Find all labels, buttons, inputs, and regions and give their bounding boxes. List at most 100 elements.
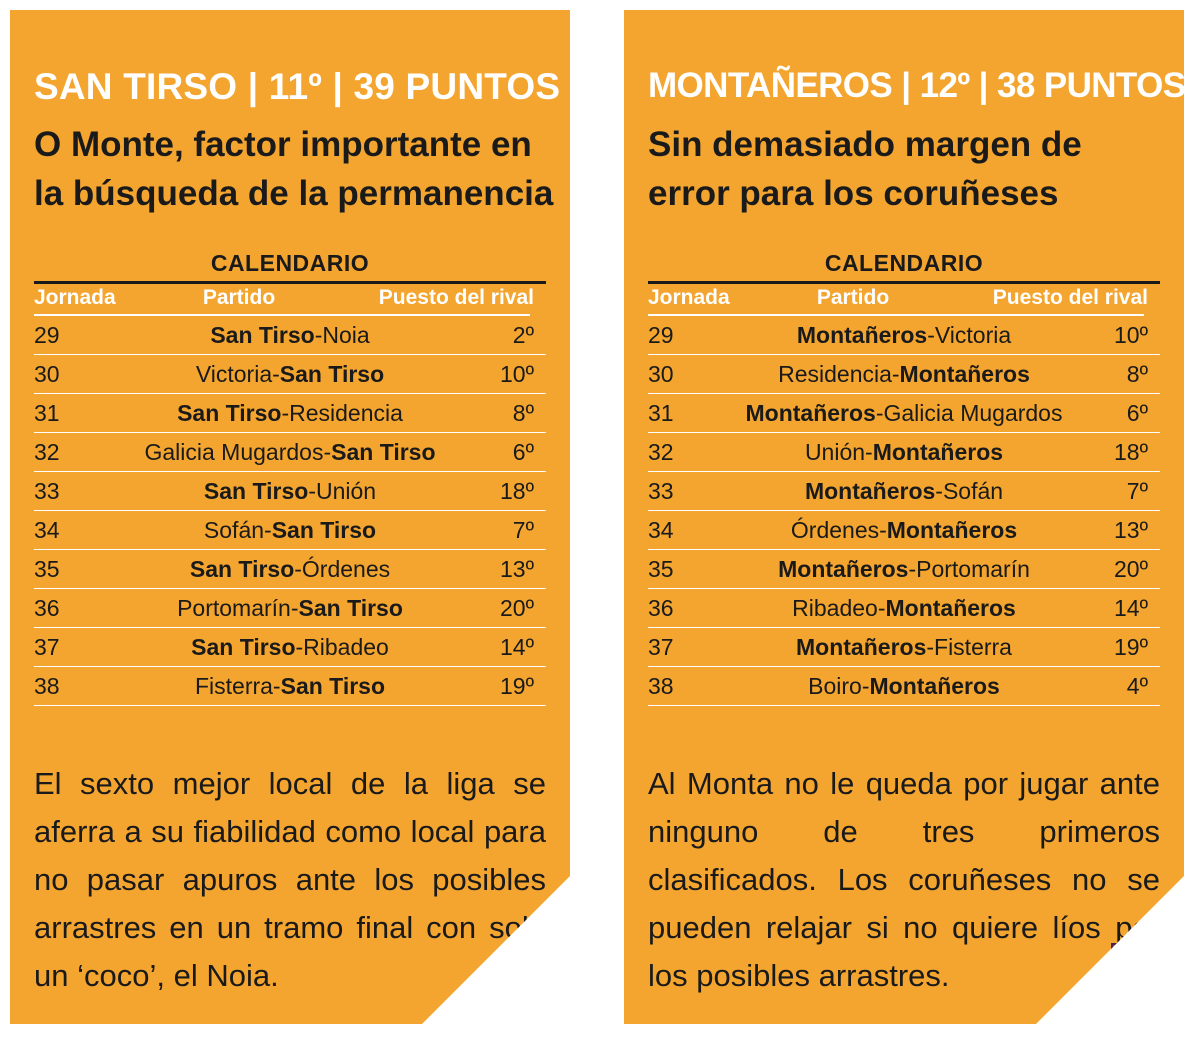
- crest-label: Atlético Coruña: [1116, 951, 1172, 960]
- cell-jornada: 30: [648, 361, 674, 387]
- cell-rival: 13º: [500, 556, 534, 582]
- header-divider: [34, 314, 530, 316]
- cell-partido: Boiro-Montañeros: [648, 667, 1160, 705]
- cell-jornada: 31: [648, 400, 674, 426]
- table-row: 29 Montañeros-Victoria 10º: [648, 316, 1160, 355]
- cell-jornada: 36: [34, 595, 60, 621]
- match-team: Montañeros: [796, 322, 928, 348]
- cell-partido: Montañeros-Sofán: [648, 472, 1160, 510]
- col-rival: Puesto del rival: [378, 286, 534, 309]
- match-team: Montañeros: [745, 400, 876, 426]
- table-row: 35 Montañeros-Portomarín 20º: [648, 550, 1160, 589]
- team-heading: MONTAÑEROS | 12º | 38 PUNTOS: [648, 66, 1186, 105]
- cell-jornada: 29: [34, 322, 60, 348]
- cell-rival: 19º: [500, 673, 534, 699]
- cell-partido: Residencia-Montañeros: [648, 355, 1160, 393]
- cell-jornada: 32: [34, 439, 60, 465]
- cell-partido: Órdenes-Montañeros: [648, 511, 1160, 549]
- match-opponent-before: Portomarín-: [177, 595, 299, 621]
- match-team: San Tirso: [210, 322, 315, 348]
- table-row: 30 Victoria-San Tirso 10º: [34, 355, 546, 394]
- table-row: 33 Montañeros-Sofán 7º: [648, 472, 1160, 511]
- table-row: 31 Montañeros-Galicia Mugardos 6º: [648, 394, 1160, 433]
- cell-partido: Sofán-San Tirso: [34, 511, 546, 549]
- match-opponent-after: -Galicia Mugardos: [875, 400, 1063, 426]
- match-opponent-after: -Ribadeo: [295, 634, 389, 660]
- cell-rival: 18º: [500, 478, 534, 504]
- cell-jornada: 34: [648, 517, 674, 543]
- table-row: 31 San Tirso-Residencia 8º: [34, 394, 546, 433]
- atletico-coruna-crest-icon: Atlético Coruña: [1111, 943, 1177, 1022]
- cell-partido: Portomarín-San Tirso: [34, 589, 546, 627]
- col-rival: Puesto del rival: [992, 286, 1148, 309]
- match-opponent-before: Victoria-: [195, 361, 280, 387]
- cell-rival: 10º: [1114, 322, 1148, 348]
- col-partido: Partido: [816, 286, 890, 309]
- cell-partido: Montañeros-Victoria: [648, 316, 1160, 354]
- cell-jornada: 38: [34, 673, 60, 699]
- table-row: 34 Sofán-San Tirso 7º: [34, 511, 546, 550]
- cell-rival: 7º: [1126, 478, 1148, 504]
- cell-partido: Montañeros-Fisterra: [648, 628, 1160, 666]
- match-team: Montañeros: [804, 478, 936, 504]
- match-opponent-after: -Fisterra: [926, 634, 1012, 660]
- match-team: San Tirso: [331, 439, 436, 465]
- table-row: 36 Ribadeo-Montañeros 14º: [648, 589, 1160, 628]
- match-opponent-before: Residencia-: [778, 361, 900, 387]
- cell-jornada: 34: [34, 517, 60, 543]
- cell-partido: Unión-Montañeros: [648, 433, 1160, 471]
- cell-jornada: 35: [648, 556, 674, 582]
- table-row: 35 San Tirso-Órdenes 13º: [34, 550, 546, 589]
- cell-rival: 6º: [512, 439, 534, 465]
- table-row: 30 Residencia-Montañeros 8º: [648, 355, 1160, 394]
- cell-jornada: 32: [648, 439, 674, 465]
- cell-partido: Fisterra-San Tirso: [34, 667, 546, 705]
- match-team: San Tirso: [177, 400, 282, 426]
- cell-partido: Galicia Mugardos-San Tirso: [34, 433, 546, 471]
- cell-jornada: 37: [648, 634, 674, 660]
- match-team: Montañeros: [885, 595, 1016, 621]
- table-row: 32 Unión-Montañeros 18º: [648, 433, 1160, 472]
- match-team: Montañeros: [869, 673, 1000, 699]
- cell-partido: San Tirso-Órdenes: [34, 550, 546, 588]
- match-opponent-after: -Noia: [314, 322, 370, 348]
- table-row: 32 Galicia Mugardos-San Tirso 6º: [34, 433, 546, 472]
- match-opponent-before: Boiro-: [808, 673, 870, 699]
- calendar-title: CALENDARIO: [824, 250, 984, 276]
- calendar-table: 29 Montañeros-Victoria 10º 30 Residencia-Mon…: [648, 316, 1160, 706]
- cell-jornada: 38: [648, 673, 674, 699]
- col-jornada: Jornada: [34, 286, 116, 309]
- table-row: 29 San Tirso-Noia 2º: [34, 316, 546, 355]
- cell-rival: 10º: [500, 361, 534, 387]
- cell-rival: 6º: [1126, 400, 1148, 426]
- montaneros-panel: MONTAÑEROS | 12º | 38 PUNTOS Sin demasia…: [624, 10, 1184, 1024]
- cell-jornada: 31: [34, 400, 60, 426]
- match-opponent-before: Sofán-: [203, 517, 272, 543]
- san-tirso-crest-icon: [498, 951, 564, 1020]
- match-opponent-after: -Victoria: [927, 322, 1012, 348]
- cell-rival: 14º: [1114, 595, 1148, 621]
- cell-rival: 4º: [1126, 673, 1148, 699]
- match-team: San Tirso: [189, 556, 295, 582]
- match-team: San Tirso: [280, 673, 385, 699]
- cell-jornada: 36: [648, 595, 674, 621]
- match-team: San Tirso: [279, 361, 385, 387]
- panel-body-text: El sexto mejor local de la liga se aferr…: [34, 766, 546, 993]
- match-opponent-before: Fisterra-: [194, 673, 281, 699]
- match-team: Montañeros: [778, 556, 909, 582]
- cell-partido: Montañeros-Galicia Mugardos: [648, 394, 1160, 432]
- match-team: San Tirso: [203, 478, 309, 504]
- match-opponent-after: -Residencia: [281, 400, 403, 426]
- match-team: San Tirso: [298, 595, 403, 621]
- calendar-divider: [648, 281, 1160, 284]
- match-team: Montañeros: [872, 439, 1004, 465]
- cell-rival: 20º: [500, 595, 534, 621]
- cell-jornada: 29: [648, 322, 674, 348]
- panel-subtitle: Sin demasiado margen de error para los c…: [648, 125, 1082, 213]
- cell-jornada: 37: [34, 634, 60, 660]
- cell-jornada: 35: [34, 556, 60, 582]
- match-opponent-after: -Órdenes: [294, 556, 391, 582]
- cell-rival: 20º: [1114, 556, 1148, 582]
- panel-subtitle: O Monte, factor importante en la búsqued…: [34, 125, 554, 213]
- table-header: Jornada Partido Puesto del rival: [648, 286, 1160, 312]
